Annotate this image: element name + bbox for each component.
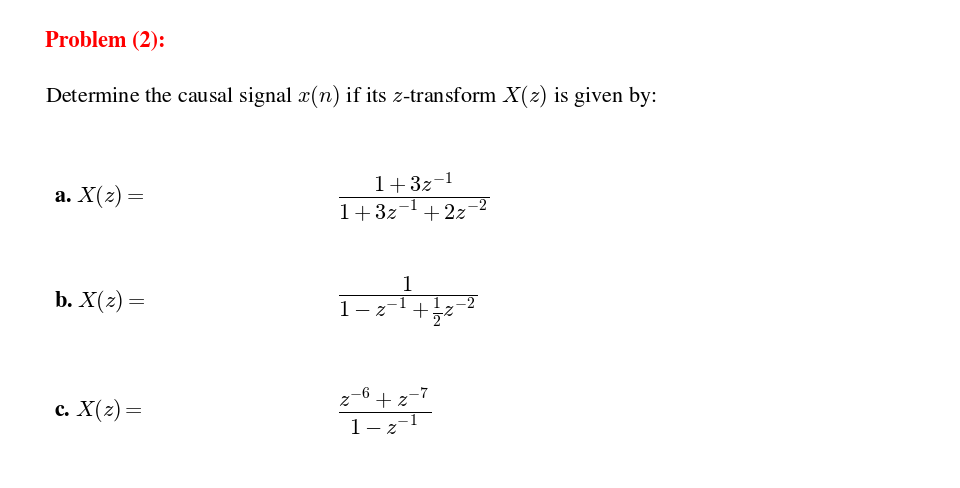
Text: $\dfrac{1}{1 - z^{-1} + \frac{1}{2}z^{-2}}$: $\dfrac{1}{1 - z^{-1} + \frac{1}{2}z^{-2… xyxy=(338,274,478,328)
Text: Determine the causal signal $x(n)$ if its $z$-transform $X(z)$ is given by:: Determine the causal signal $x(n)$ if it… xyxy=(45,83,657,110)
Text: b. $X(z) = $: b. $X(z) = $ xyxy=(55,287,146,314)
Text: $\dfrac{1 + 3z^{-1}}{1 + 3z^{-1} + 2z^{-2}}$: $\dfrac{1 + 3z^{-1}}{1 + 3z^{-1} + 2z^{-… xyxy=(338,170,490,224)
Text: a. $X(z) = $: a. $X(z) = $ xyxy=(55,183,144,210)
Text: Problem (2):: Problem (2): xyxy=(45,31,165,52)
Text: c. $X(z) = $: c. $X(z) = $ xyxy=(55,396,143,424)
Text: $\dfrac{z^{-6} + z^{-7}}{1 - z^{-1}}$: $\dfrac{z^{-6} + z^{-7}}{1 - z^{-1}}$ xyxy=(338,384,431,436)
